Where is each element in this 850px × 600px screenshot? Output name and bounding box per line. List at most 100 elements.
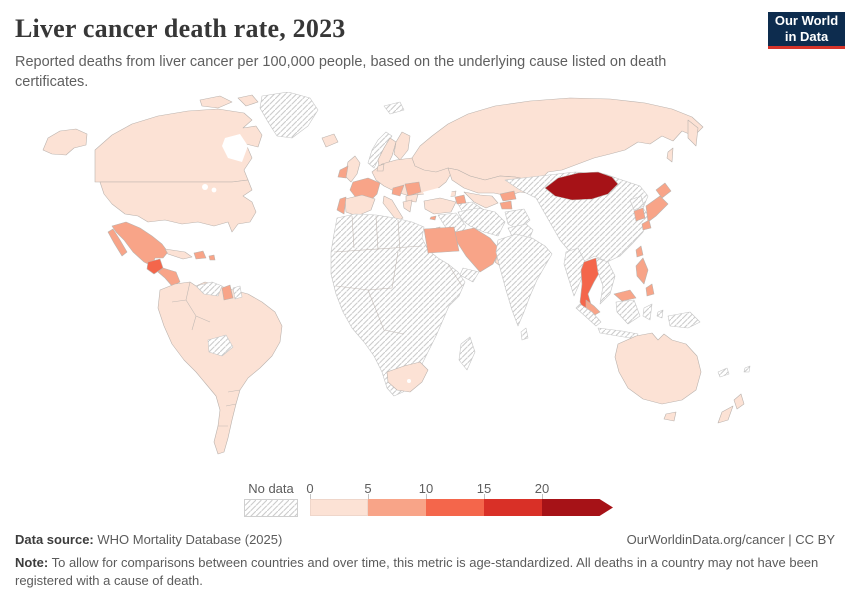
country-india[interactable] [495,233,553,327]
legend-tick-0: 0 [306,481,314,496]
country-iran[interactable] [457,207,506,237]
country-new-zealand-north[interactable] [733,393,745,410]
country-papua-new-guinea[interactable] [667,311,701,329]
world-map[interactable] [0,92,850,474]
country-turkey[interactable] [423,197,457,215]
country-china[interactable] [504,171,651,263]
country-finland[interactable] [393,131,411,161]
country-indonesia-java[interactable] [597,327,639,340]
country-tajikistan[interactable] [499,200,513,210]
country-greenland[interactable] [259,92,319,139]
country-japan-kyushu[interactable] [641,219,652,231]
data-source-value: WHO Mortality Database (2025) [93,532,283,547]
arctic-islands[interactable] [199,95,233,109]
country-iceland[interactable] [321,133,339,148]
legend-tick-10: 10 [418,481,434,496]
arctic-islands-2[interactable] [237,94,259,107]
page-title: Liver cancer death rate, 2023 [15,14,346,43]
country-bolivia[interactable] [207,334,234,357]
owid-logo[interactable]: Our World in Data [768,12,845,49]
country-guyana[interactable] [221,284,234,301]
country-saudi-arabia[interactable] [454,227,501,273]
border-lines [171,281,241,427]
legend-tick-20: 20 [534,481,550,496]
country-ireland[interactable] [337,165,349,179]
no-data-swatch[interactable] [244,499,298,517]
country-australia-tasmania[interactable] [663,411,677,422]
country-croatia[interactable] [391,184,405,197]
country-taiwan[interactable] [635,245,644,258]
legend-colorscale: 0 5 10 15 20 [306,481,622,517]
country-guatemala[interactable] [146,258,164,275]
owid-logo-line1: Our World [774,12,839,28]
country-usa[interactable] [99,179,257,233]
country-south-africa[interactable] [386,361,429,393]
country-greece[interactable] [402,199,413,213]
data-source: Data source: WHO Mortality Database (202… [15,532,282,547]
color-bin-10-15[interactable] [426,499,484,516]
country-indonesia-moluccas[interactable] [656,309,664,319]
country-denmark[interactable] [376,163,385,172]
country-egypt[interactable] [423,226,460,254]
color-bin-15-20[interactable] [484,499,542,516]
country-myanmar[interactable] [563,247,586,297]
owid-logo-line2: in Data [784,29,829,44]
country-japan-honshu[interactable] [645,195,669,223]
country-russia-sakhalin[interactable] [666,147,674,163]
country-norway[interactable] [367,131,393,169]
country-indonesia-sumatra[interactable] [575,303,602,327]
region-south-america[interactable] [157,281,283,455]
region-indochina[interactable] [595,257,616,305]
region-africa[interactable] [330,213,466,397]
color-bin-0-5[interactable] [310,499,368,516]
country-spain[interactable] [344,194,376,217]
note-text: To allow for comparisons between countri… [15,555,819,589]
country-philippines-south[interactable] [645,283,655,297]
country-indonesia-sulawesi[interactable] [642,303,653,321]
country-azerbaijan[interactable] [454,194,467,205]
country-indonesia-borneo[interactable] [615,299,641,325]
country-russia-kamchatka[interactable] [687,119,699,147]
country-mexico-baja[interactable] [107,228,128,257]
country-cyprus[interactable] [429,215,437,221]
country-russia[interactable] [411,97,704,181]
country-alaska[interactable] [42,128,88,156]
country-philippines[interactable] [635,257,649,285]
country-uzbekistan[interactable] [463,191,499,209]
country-north-korea[interactable] [629,195,645,211]
data-source-label: Data source: [15,532,94,547]
country-suriname[interactable] [232,285,243,300]
owid-link[interactable]: OurWorldinData.org/cancer | CC BY [626,532,835,547]
country-new-caledonia[interactable] [717,367,730,378]
country-mexico[interactable] [111,221,169,267]
country-mongolia[interactable] [544,171,619,201]
country-svalbard[interactable] [383,101,405,115]
country-new-zealand-south[interactable] [717,405,734,424]
country-yemen[interactable] [459,267,480,283]
country-kyrgyzstan[interactable] [499,190,517,202]
country-sri-lanka[interactable] [520,327,529,341]
country-cuba[interactable] [164,248,193,260]
color-bin-5-10[interactable] [368,499,426,516]
country-malaysia-borneo[interactable] [613,289,637,302]
country-japan-hokkaido[interactable] [655,182,672,199]
country-australia[interactable] [614,332,702,405]
country-south-korea[interactable] [633,207,646,222]
country-fiji[interactable] [743,365,751,373]
chart-subtitle: Reported deaths from liver cancer per 10… [15,54,667,90]
country-madagascar[interactable] [458,336,476,371]
chart-note: Note: To allow for comparisons between c… [15,554,835,590]
country-lesotho [407,379,411,383]
color-bin-20-plus-arrow[interactable] [542,499,613,516]
country-romania[interactable] [404,181,422,197]
chart-footer: Data source: WHO Mortality Database (202… [15,532,835,590]
black-sea [423,188,452,199]
country-bulgaria[interactable] [405,193,419,203]
country-venezuela[interactable] [195,281,223,297]
legend-tick-5: 5 [364,481,372,496]
country-portugal[interactable] [336,196,347,215]
country-hispaniola[interactable] [193,250,207,260]
country-nicaragua[interactable] [157,267,181,287]
country-puerto-rico[interactable] [208,254,216,261]
